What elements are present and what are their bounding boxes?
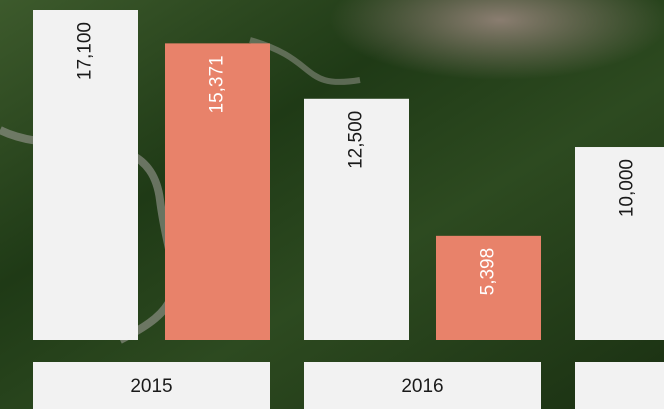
data-label: 17,100 bbox=[75, 22, 96, 80]
data-label: 5,398 bbox=[478, 248, 499, 296]
data-label: 10,000 bbox=[617, 159, 638, 217]
x-tick-label: 2015 bbox=[130, 376, 172, 397]
category-box bbox=[575, 362, 664, 409]
data-label: 15,371 bbox=[207, 55, 228, 113]
page: 201517,10015,371201612,5005,398201710,00… bbox=[0, 0, 664, 409]
data-label: 12,500 bbox=[346, 111, 367, 169]
chart: 201517,10015,371201612,5005,398201710,00… bbox=[0, 0, 664, 409]
x-tick-label: 2016 bbox=[401, 376, 443, 397]
